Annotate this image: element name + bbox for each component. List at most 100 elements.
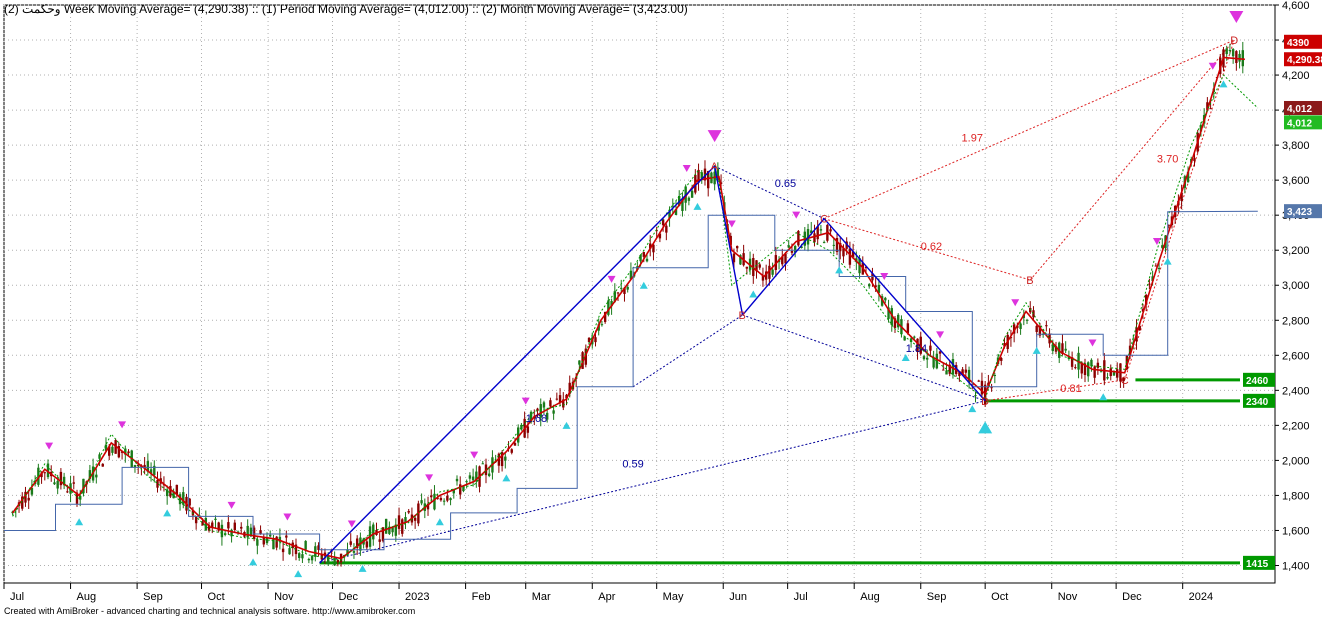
candle-body — [649, 243, 652, 249]
candle-body — [681, 198, 684, 211]
candle-body — [835, 237, 839, 252]
candle-body — [372, 524, 375, 540]
candle-body — [536, 408, 539, 411]
candle-body — [1199, 125, 1203, 132]
candle-body — [607, 300, 610, 315]
candle-body — [568, 382, 571, 394]
y-tick-label: 3,000 — [1282, 280, 1310, 292]
candle-body — [539, 404, 542, 418]
candle-body — [642, 252, 645, 257]
candle-body — [880, 296, 884, 306]
candle-body — [620, 287, 623, 289]
candle-body — [236, 531, 240, 533]
candle-body — [980, 380, 984, 395]
candle-body — [1035, 325, 1038, 333]
candle-body — [958, 371, 961, 376]
candle-body — [481, 463, 484, 465]
buy-arrow-icon — [358, 564, 367, 572]
candle-body — [1241, 50, 1244, 67]
candle-body — [449, 498, 452, 501]
support-levels — [319, 378, 1240, 565]
candle-body — [1167, 224, 1170, 226]
candle-body — [906, 323, 910, 334]
candle-body — [442, 500, 446, 502]
candle-body — [1019, 323, 1022, 329]
candle-body — [256, 539, 259, 546]
candle-body — [1231, 49, 1235, 57]
candle-body — [565, 394, 568, 399]
candle-body — [310, 555, 314, 561]
candle-body — [587, 337, 591, 342]
sell-arrow-icon — [521, 397, 530, 405]
period-moving-average-line — [12, 74, 1259, 561]
week-moving-average-line — [11, 56, 1245, 560]
candle-body — [278, 536, 282, 542]
x-tick-label: Nov — [274, 591, 294, 603]
candle-body — [1106, 377, 1109, 379]
candle-body — [430, 495, 433, 498]
candle-body — [133, 465, 137, 468]
candle-body — [101, 463, 104, 467]
candle-body — [1038, 326, 1042, 336]
buy-arrow-icon — [1219, 80, 1228, 88]
candle-body — [1070, 357, 1074, 367]
candle-body — [839, 243, 842, 252]
candle-body — [513, 443, 517, 446]
candle-body — [46, 463, 50, 478]
candle-body — [516, 427, 520, 443]
x-tick-label: May — [663, 591, 684, 603]
sell-arrow-icon — [283, 513, 292, 521]
candle-body — [1064, 348, 1067, 351]
candle-body — [1090, 359, 1093, 367]
candle-body — [108, 446, 111, 456]
candle-body — [288, 548, 291, 555]
candle-body — [1141, 309, 1145, 312]
candle-body — [864, 266, 868, 269]
candle-body — [922, 356, 926, 360]
x-tick-label: Sep — [143, 591, 163, 603]
pattern-point-D: D — [981, 396, 989, 408]
candle-body — [333, 558, 336, 566]
trend-line — [823, 218, 986, 402]
candle-body — [674, 209, 678, 215]
candle-body — [800, 246, 803, 249]
candle-body — [945, 370, 948, 375]
candle-body — [558, 395, 562, 403]
candle-body — [194, 516, 198, 524]
support-tag-label: 1415 — [1246, 559, 1269, 570]
candle-body — [230, 529, 233, 537]
candle-body — [165, 489, 169, 497]
candle-body — [1148, 283, 1151, 285]
candle-body — [346, 549, 349, 556]
candle-body — [269, 534, 272, 537]
resistance-tag — [1284, 34, 1322, 49]
y-tick-label: 3,200 — [1282, 245, 1310, 257]
candle-body — [932, 358, 935, 368]
candle-body — [626, 286, 629, 290]
harmonic-line — [985, 379, 1125, 402]
candle-body — [169, 485, 172, 497]
sell-arrow-icon — [425, 474, 434, 482]
buy-arrow-icon — [249, 558, 258, 566]
moving-averages — [4, 56, 1259, 561]
candle-body — [172, 491, 175, 499]
candle-body — [1228, 50, 1232, 52]
sell-arrow-icon — [1152, 237, 1161, 245]
candle-body — [227, 522, 230, 529]
candle-body — [1009, 337, 1013, 339]
buy-arrow-icon — [502, 474, 511, 482]
candle-body — [156, 480, 159, 488]
candle-body — [120, 451, 124, 453]
candle-body — [468, 475, 472, 479]
candle-body — [1193, 158, 1196, 162]
candle-body — [1074, 367, 1077, 369]
sell-arrow-icon — [1088, 339, 1097, 347]
candle-body — [1087, 362, 1090, 377]
candle-body — [761, 275, 765, 281]
candle-body — [735, 246, 739, 249]
candle-body — [204, 517, 208, 531]
candle-body — [1151, 276, 1154, 282]
candle-body — [317, 545, 320, 550]
candle-body — [27, 497, 30, 501]
